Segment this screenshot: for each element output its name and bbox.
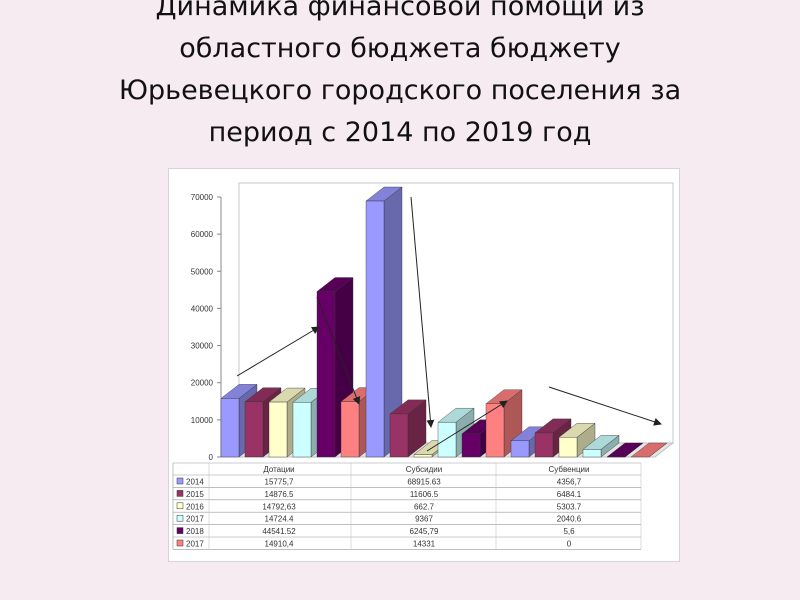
y-tick-label: 60000 bbox=[191, 230, 214, 239]
trend-arrow bbox=[316, 296, 361, 405]
table-value: 0 bbox=[567, 540, 572, 549]
bar-3-3 bbox=[558, 422, 596, 458]
table-value: 68915.63 bbox=[407, 478, 441, 487]
chart-panel: 0 10000 20000 30000 40000 50000 60000 70000 Дота… bbox=[168, 168, 680, 562]
table-category-label: Субвенции bbox=[549, 465, 590, 474]
legend-entry: 2017 bbox=[186, 540, 204, 549]
legend-entry: 2014 bbox=[186, 478, 204, 487]
trend-arrow bbox=[410, 196, 435, 428]
bar-3-5 bbox=[606, 442, 644, 458]
bar-3-6 bbox=[630, 442, 668, 458]
title-line: областного бюджета бюджету bbox=[179, 33, 621, 64]
trend-arrow bbox=[548, 386, 662, 426]
legend-entry: 2017 bbox=[186, 515, 204, 524]
legend-entry: 2015 bbox=[186, 490, 204, 499]
bar-front bbox=[244, 401, 264, 458]
bar-front bbox=[389, 413, 409, 458]
bar-front bbox=[461, 433, 481, 458]
y-tick-label: 30000 bbox=[191, 342, 214, 351]
table-value: 9367 bbox=[415, 515, 433, 524]
y-tick-label: 40000 bbox=[191, 304, 214, 313]
table-value: 14910,4 bbox=[265, 540, 294, 549]
legend-swatch bbox=[176, 539, 184, 547]
title-line: период с 2014 по 2019 год bbox=[208, 117, 592, 148]
y-tick-label: 0 bbox=[209, 453, 214, 462]
table-value: 14792,63 bbox=[262, 502, 296, 511]
table-value: 662.7 bbox=[414, 502, 435, 511]
title-line: Юрьевецкого городского поселения за bbox=[118, 75, 682, 106]
slide-title: Динамика финансовой помощи из областного… bbox=[40, 0, 760, 154]
bar-top bbox=[630, 442, 668, 458]
table-value: 4356,7 bbox=[557, 478, 582, 487]
bar-chart-3d: 0 10000 20000 30000 40000 50000 60000 70000 Дота… bbox=[172, 182, 675, 550]
table-value: 14876.5 bbox=[265, 490, 294, 499]
table-category-label: Субсидии bbox=[406, 465, 442, 474]
bar-front bbox=[268, 401, 288, 458]
legend-swatch bbox=[176, 502, 184, 510]
legend-entry: 2016 bbox=[186, 502, 204, 511]
bar-front bbox=[558, 437, 578, 458]
legend-swatch bbox=[176, 527, 184, 534]
table-value: 6484.1 bbox=[557, 490, 582, 499]
bar-front bbox=[582, 449, 602, 458]
table-value: 14331 bbox=[413, 540, 436, 549]
table-value: 15775,7 bbox=[265, 478, 294, 487]
y-tick-label: 20000 bbox=[191, 379, 214, 388]
bar-front bbox=[340, 401, 360, 458]
bar-2-1 bbox=[365, 186, 403, 458]
table-value: 11606.5 bbox=[410, 490, 439, 499]
bar-front bbox=[437, 422, 457, 458]
table-value: 14724.4 bbox=[265, 515, 294, 524]
legend-entry: 2018 bbox=[186, 527, 204, 536]
bar-front bbox=[365, 200, 385, 458]
bar-2-2 bbox=[389, 399, 427, 458]
bar-3-4 bbox=[582, 435, 620, 458]
y-tick-label: 70000 bbox=[191, 193, 214, 202]
trend-arrow bbox=[236, 326, 320, 377]
bar-front bbox=[534, 432, 554, 458]
trend-arrow bbox=[426, 400, 508, 452]
legend-swatch bbox=[176, 477, 184, 485]
legend-swatch bbox=[176, 490, 184, 497]
legend-swatch bbox=[176, 514, 184, 522]
bar-front bbox=[510, 440, 530, 458]
table-value: 5303.7 bbox=[557, 502, 582, 511]
bar-front bbox=[316, 291, 336, 458]
title-line: Динамика финансовой помощи из bbox=[155, 0, 645, 22]
table-value: 5,6 bbox=[563, 527, 575, 536]
table-value: 2040.6 bbox=[557, 515, 582, 524]
table-value: 44541.52 bbox=[262, 527, 296, 536]
bar-front bbox=[292, 402, 312, 458]
table-value: 6245,79 bbox=[410, 527, 439, 536]
y-tick-label: 50000 bbox=[191, 267, 214, 276]
bar-front bbox=[220, 398, 240, 458]
y-tick-label: 10000 bbox=[191, 416, 214, 425]
bar-front bbox=[485, 403, 505, 458]
table-category-label: Дотации bbox=[263, 465, 294, 474]
bar-front bbox=[413, 454, 433, 458]
